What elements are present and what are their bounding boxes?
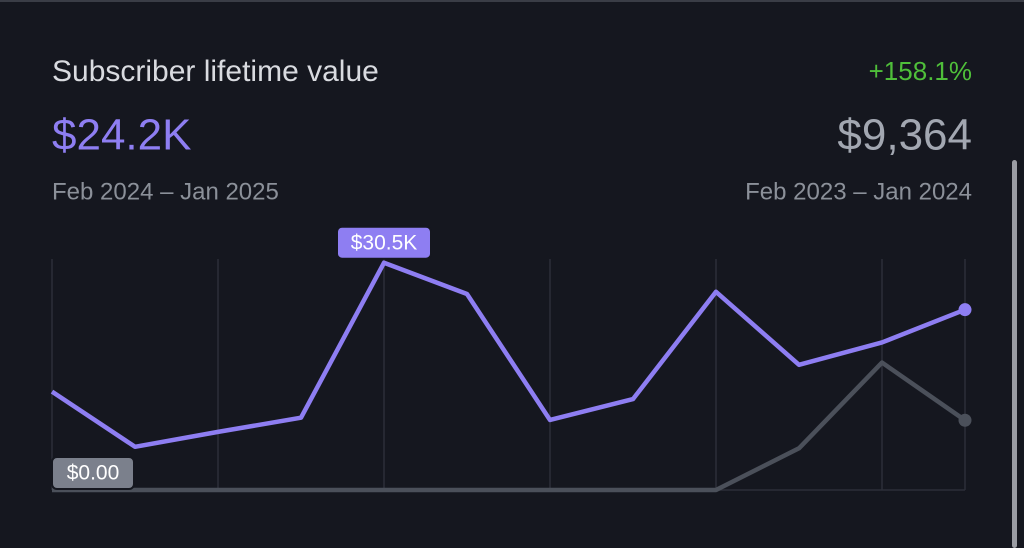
current-total: $24.2K <box>52 111 191 160</box>
value-label: $30.5K <box>351 231 418 254</box>
end-point <box>958 413 972 427</box>
value-label-box <box>336 225 432 260</box>
value-label-box <box>51 456 135 490</box>
chart-title: Subscriber lifetime value <box>52 55 379 88</box>
current-period: Feb 2024 – Jan 2025 <box>52 178 279 205</box>
end-point <box>958 303 972 317</box>
scrollbar <box>1012 160 1017 548</box>
change: +158.1% <box>869 56 972 86</box>
plot: $30.5K $0.00 <box>50 225 972 493</box>
previous-total: $9,364 <box>837 111 972 160</box>
previous-period: Feb 2023 – Jan 2024 <box>745 178 972 205</box>
series-line <box>50 260 966 450</box>
series-line <box>52 360 967 493</box>
value-label: $0.00 <box>67 462 120 485</box>
